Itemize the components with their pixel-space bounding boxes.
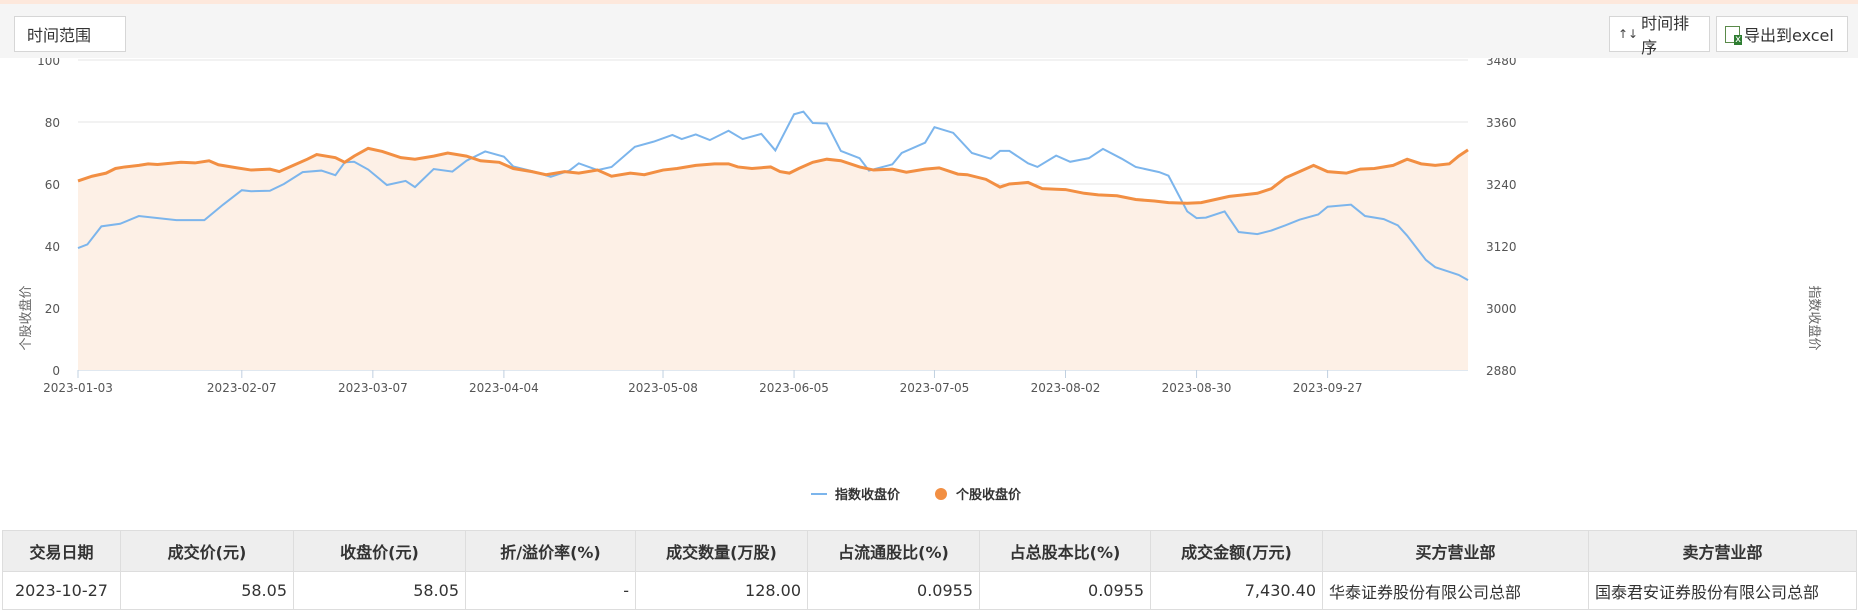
x-tick-label: 2023-08-30	[1162, 381, 1232, 395]
left-tick-label: 0	[52, 364, 60, 378]
x-tick-label: 2023-02-07	[207, 381, 277, 395]
x-tick-label: 2023-01-03	[43, 381, 113, 395]
left-tick-label: 20	[45, 302, 60, 316]
time-range-label: 时间范围	[27, 26, 92, 45]
x-tick-label: 2023-04-04	[469, 381, 539, 395]
table-cell: 国泰君安证券股份有限公司总部	[1588, 571, 1857, 610]
table-header-cell[interactable]: 成交数量(万股)	[635, 530, 808, 572]
top-accent-line	[0, 0, 1858, 4]
right-axis-title: 指数收盘价	[1806, 285, 1822, 350]
table-header-cell[interactable]: 占总股本比(%)	[979, 530, 1151, 572]
table-cell: 0.0955	[807, 571, 980, 610]
right-axis-ticks: 2880 3000 3120 3240 3360 3480	[1486, 58, 1517, 378]
legend-label-stock: 个股收盘价	[955, 487, 1022, 503]
toolbar: 时间范围 ↑↓ 时间排序 导出到excel	[0, 4, 1858, 58]
x-tick-label: 2023-07-05	[900, 381, 970, 395]
left-tick-label: 40	[45, 240, 60, 254]
table-cell: 7,430.40	[1150, 571, 1323, 610]
table-header-cell[interactable]: 折/溢价率(%)	[465, 530, 636, 572]
table-cell: 华泰证券股份有限公司总部	[1322, 571, 1589, 610]
x-tick-label: 2023-05-08	[628, 381, 698, 395]
index-close-line	[77, 110, 1469, 281]
excel-file-icon	[1725, 25, 1742, 45]
table-cell: 58.05	[120, 571, 294, 610]
table-header-cell[interactable]: 成交金额(万元)	[1150, 530, 1323, 572]
legend-item-stock[interactable]: 个股收盘价	[935, 487, 1022, 503]
time-range-button[interactable]: 时间范围	[14, 16, 126, 52]
x-tick-label: 2023-03-07	[338, 381, 408, 395]
x-tick-label: 2023-06-05	[759, 381, 829, 395]
x-tick-label: 2023-08-02	[1031, 381, 1101, 395]
right-tick-label: 3120	[1486, 240, 1517, 254]
table-cell: 58.05	[293, 571, 466, 610]
table-cell: 0.0955	[979, 571, 1151, 610]
legend: 指数收盘价 个股收盘价	[811, 487, 1022, 503]
table-header-cell[interactable]: 占流通股比(%)	[807, 530, 980, 572]
left-axis-ticks: 0 20 40 60 80 100	[37, 58, 60, 378]
stock-close-line	[77, 146, 1469, 205]
export-excel-button[interactable]: 导出到excel	[1716, 16, 1848, 52]
table-header-cell[interactable]: 成交价(元)	[120, 530, 294, 572]
right-tick-label: 3000	[1486, 302, 1517, 316]
left-axis-title: 个股收盘价	[18, 285, 34, 350]
block-trade-table: 交易日期 成交价(元) 收盘价(元) 折/溢价率(%) 成交数量(万股) 占流通股比(%)…	[2, 530, 1857, 610]
legend-label-index: 指数收盘价	[835, 487, 901, 503]
time-sort-label: 时间排序	[1641, 14, 1690, 57]
table-cell: -	[465, 571, 636, 610]
right-tick-label: 3480	[1486, 58, 1517, 68]
table-cell: 2023-10-27	[2, 571, 121, 610]
table-header-cell[interactable]: 买方营业部	[1322, 530, 1589, 572]
left-tick-label: 100	[37, 58, 60, 68]
x-axis-ticks: 2023-01-03 2023-02-07 2023-03-07 2023-04-04…	[43, 370, 1362, 395]
table-header-cell[interactable]: 卖方营业部	[1588, 530, 1857, 572]
sort-arrows-icon: ↑↓	[1618, 27, 1639, 41]
table-row: 2023-10-27 58.05 58.05-128.00 0.0955 0.0955 7…	[2, 571, 1857, 610]
time-sort-button[interactable]: ↑↓ 时间排序	[1609, 14, 1710, 57]
table-header-row: 交易日期 成交价(元) 收盘价(元) 折/溢价率(%) 成交数量(万股) 占流通股比(%)…	[2, 530, 1857, 572]
left-tick-label: 80	[45, 116, 60, 130]
right-tick-label: 3240	[1486, 178, 1517, 192]
right-tick-label: 3360	[1486, 116, 1517, 130]
table-body: 2023-10-27 58.05 58.05-128.00 0.0955 0.0955 7…	[2, 571, 1857, 610]
price-chart: 0 20 40 60 80 100 2880 3000 3120 3240 3360 3480 20…	[18, 58, 1822, 503]
right-tick-label: 2880	[1486, 364, 1517, 378]
table-cell: 128.00	[635, 571, 808, 610]
export-excel-label: 导出到excel	[1744, 26, 1834, 45]
left-tick-label: 60	[45, 178, 60, 192]
table-header-cell[interactable]: 交易日期	[2, 530, 121, 572]
legend-item-index[interactable]: 指数收盘价	[811, 487, 901, 503]
x-tick-label: 2023-09-27	[1293, 381, 1363, 395]
table-header-cell[interactable]: 收盘价(元)	[293, 530, 466, 572]
stock-area-fill	[78, 148, 1468, 370]
